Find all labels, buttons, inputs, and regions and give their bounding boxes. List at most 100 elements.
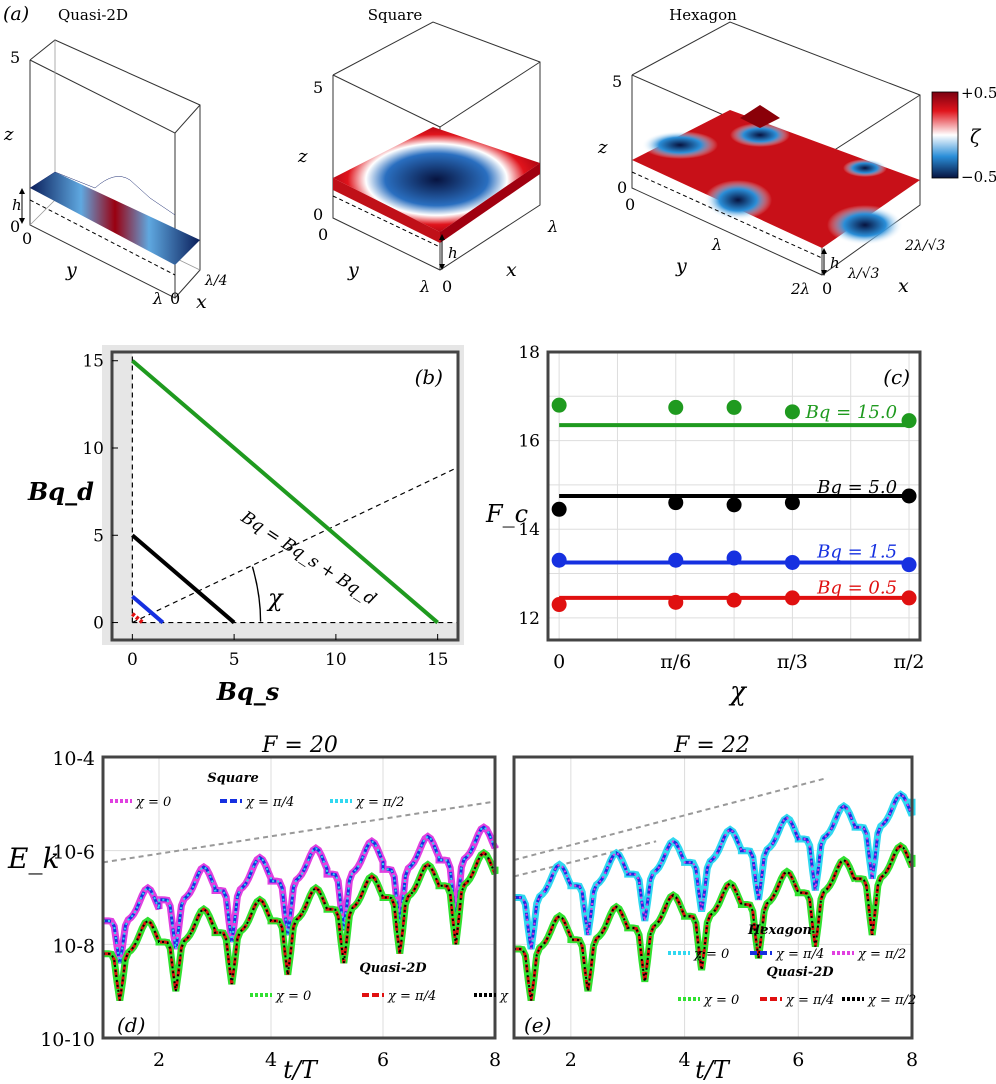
svg-text:y: y xyxy=(347,259,359,281)
svg-text:2λ: 2λ xyxy=(790,280,810,298)
panel-c-series-label: Bq = 5.0 xyxy=(816,477,897,498)
panel-c-frame xyxy=(546,350,922,642)
panel-c-point xyxy=(784,495,800,511)
quasi2d-plot: Quasi-2D h 5 z 0 0 y λ 0 λ/4 x xyxy=(3,6,228,313)
panel-e-legend-bottom-title: Quasi-2D xyxy=(766,965,834,980)
panel-c-point xyxy=(668,399,684,415)
svg-text:z: z xyxy=(297,146,308,167)
panel-e-top-series-2 xyxy=(514,793,913,950)
panel-b-frame xyxy=(110,350,460,642)
panel-b-left-band xyxy=(112,352,133,640)
panel-e-quasi-legend-label: χ = π/4 xyxy=(785,993,834,1008)
svg-text:z: z xyxy=(3,124,14,145)
panel-e-frame xyxy=(512,755,914,1040)
panel-d-top-legend-label: χ = 0 xyxy=(135,795,171,810)
panel-b-xtick-label: 10 xyxy=(325,650,347,670)
hexagon-plot: Hexagon h 5 z 0 0 λ y 2λ 0 λ/√3 xyxy=(597,6,945,298)
quasi2d-title: Quasi-2D xyxy=(58,6,128,24)
panel-c-point xyxy=(726,399,742,415)
panel-d-ylabel: E_k xyxy=(7,842,59,875)
panel-b-series-line xyxy=(131,612,144,625)
panel-c-xtick-label: π/3 xyxy=(777,651,808,673)
panel-e-label: (e) xyxy=(524,1013,551,1037)
panel-b-xlabel: Bq_s xyxy=(216,677,280,706)
panel-b-ytick-label: 10 xyxy=(82,439,104,459)
panel-e-top-legend-label: χ = π/4 xyxy=(775,947,824,962)
panel-b-angle-label: χ xyxy=(266,584,284,612)
panel-d-quasi-legend-label: χ = 0 xyxy=(275,989,311,1004)
square-plot: Square h 5 z 0 0 y λ 0 λ x xyxy=(297,6,558,296)
panel-b-ylabel: Bq_d xyxy=(27,477,94,506)
svg-text:x: x xyxy=(898,275,909,297)
panel-b-series-line xyxy=(131,594,165,625)
panel-a: (a) Quasi-2D h 5 z 0 0 y λ 0 λ/4 x xyxy=(3,3,996,313)
panel-c-xlabel: χ xyxy=(728,677,748,707)
panel-d-xlabel: t/T xyxy=(283,1056,319,1084)
panel-d-xtick-label: 6 xyxy=(377,1049,389,1071)
svg-text:0: 0 xyxy=(617,178,627,197)
svg-text:z: z xyxy=(597,137,608,158)
panel-d-xtick-label: 2 xyxy=(153,1049,165,1071)
panel-c-ylabel: F_c xyxy=(485,500,528,528)
panel-d-ytick-label: 10-8 xyxy=(52,935,95,957)
panel-e-xtick-label: 2 xyxy=(565,1049,577,1071)
panel-c-point xyxy=(901,590,917,606)
colorbar-min: −0.5 xyxy=(961,168,996,186)
panel-d-ytick-label: 10-6 xyxy=(52,842,95,864)
panel-c-point xyxy=(726,550,742,566)
panel-c-xtick-label: π/2 xyxy=(894,651,925,673)
panel-e-top-legend-label: χ = 0 xyxy=(693,947,729,962)
panel-d-top-legend-label: χ = π/2 xyxy=(355,795,404,810)
panel-c-point xyxy=(551,597,567,613)
panel-d-quasi-series-2 xyxy=(103,851,496,1001)
svg-text:0: 0 xyxy=(318,225,328,244)
svg-text:x: x xyxy=(196,291,207,313)
panel-c-point xyxy=(901,488,917,504)
panel-c-chart: Bq = 15.0 Bq = 5.0 Bq = 1.5 Bq = 0.5 0 π/6 π/3… xyxy=(485,343,925,707)
panel-c-point xyxy=(668,594,684,610)
panel-b-ytick-label: 0 xyxy=(93,614,104,634)
panel-e-xtick-label: 6 xyxy=(792,1049,804,1071)
panel-b-series-line xyxy=(131,359,439,625)
panel-c-xtick-label: π/6 xyxy=(660,651,691,673)
panel-d-ytick-label: 10-4 xyxy=(52,748,95,770)
panel-d-title: F = 20 xyxy=(261,733,338,758)
colorbar-label: ζ xyxy=(970,126,982,148)
panel-c-series-label: Bq = 1.5 xyxy=(816,541,897,562)
svg-text:0: 0 xyxy=(10,217,20,236)
svg-text:0: 0 xyxy=(313,205,323,224)
svg-text:5: 5 xyxy=(612,72,622,91)
panel-e-chart: 2 4 6 8 χ = 0 χ = π/4 χ = π/2 χ = 0 χ = π/4 χ = π… xyxy=(512,733,918,1084)
svg-text:λ/4: λ/4 xyxy=(204,273,228,289)
svg-text:λ: λ xyxy=(711,235,722,254)
svg-text:2λ/√3: 2λ/√3 xyxy=(904,238,945,254)
panel-d-xtick-label: 4 xyxy=(265,1049,277,1071)
panel-c-point xyxy=(668,552,684,568)
panel-e-legend-top-title: Hexagon xyxy=(747,923,812,938)
panel-d-ytick-label: 10-10 xyxy=(40,1029,95,1051)
panel-e-xtick-label: 4 xyxy=(679,1049,691,1071)
panel-c-ytick-label: 14 xyxy=(518,520,540,540)
panel-d-top-legend-label: χ = π/4 xyxy=(245,795,294,810)
panel-c-xtick-label: 0 xyxy=(553,651,565,673)
svg-text:y: y xyxy=(675,255,687,277)
panel-c-point xyxy=(784,554,800,570)
panel-c-point xyxy=(551,397,567,413)
svg-text:λ: λ xyxy=(547,217,558,236)
colorbar: +0.5 ζ −0.5 xyxy=(931,84,996,186)
panel-e-xtick-label: 8 xyxy=(906,1049,918,1071)
svg-text:0: 0 xyxy=(822,279,832,298)
panel-c-point xyxy=(551,552,567,568)
panel-d-top-series-1 xyxy=(103,825,497,964)
panel-b-angle-arc xyxy=(251,566,262,622)
panel-b-xtick-label: 5 xyxy=(229,650,240,670)
panel-d-frame xyxy=(101,755,497,1040)
panel-c-point xyxy=(551,501,567,517)
panel-c-point xyxy=(784,590,800,606)
panel-c-ytick-label: 16 xyxy=(518,432,540,452)
svg-text:λ: λ xyxy=(419,277,430,296)
panel-d-legend-top-title: Square xyxy=(207,771,258,786)
panel-c-label: (c) xyxy=(883,365,910,389)
